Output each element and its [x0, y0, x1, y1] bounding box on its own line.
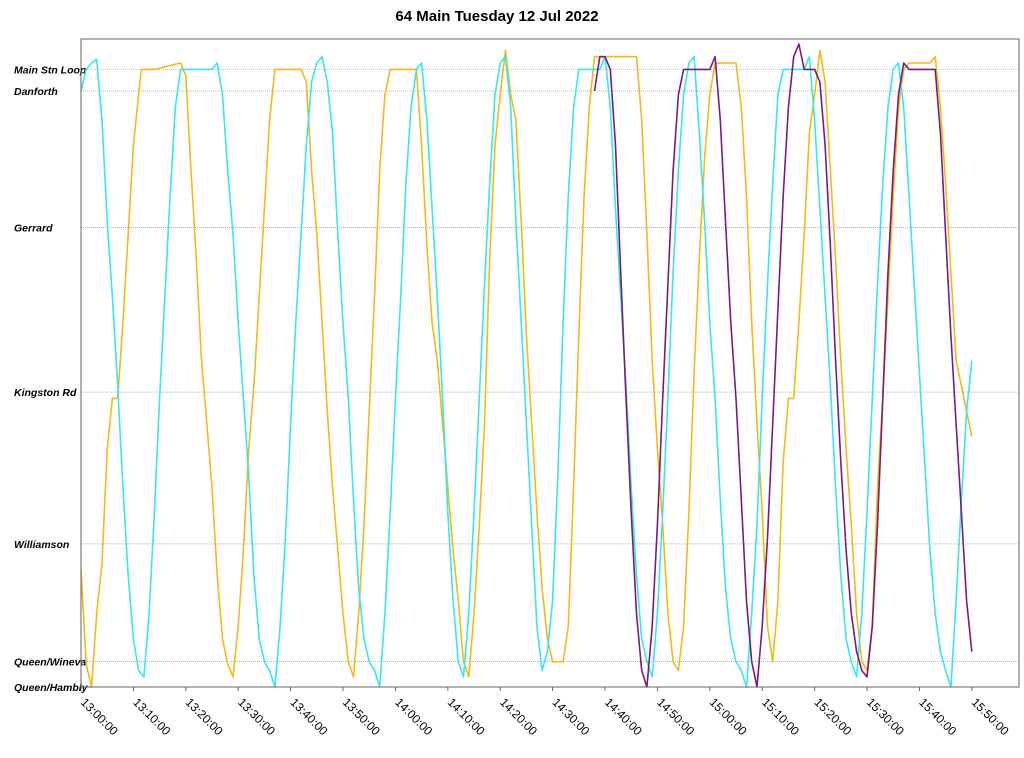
stop-label: Danforth	[14, 86, 58, 98]
x-tick-label: 14:20:00	[497, 695, 540, 738]
x-tick-label: 14:00:00	[392, 695, 435, 738]
x-tick-label: 13:50:00	[340, 695, 383, 738]
x-tick-label: 14:50:00	[654, 695, 697, 738]
x-tick-label: 15:10:00	[759, 695, 802, 738]
stop-label: Queen/Wineva	[14, 657, 86, 669]
stop-label: Kingston Rd	[14, 387, 77, 399]
plot-frame	[80, 38, 1020, 688]
stop-gridlines	[81, 69, 1019, 688]
stop-labels: Main Stn Loop Danforth Gerrard Kingston Rd W…	[14, 64, 89, 694]
x-tick-label: 14:30:00	[549, 695, 592, 738]
chart-title: 64 Main Tuesday 12 Jul 2022	[395, 8, 598, 25]
x-tick-label: 14:10:00	[445, 695, 488, 738]
series-lines	[80, 43, 973, 688]
x-tick-label: 15:50:00	[969, 695, 1012, 738]
x-tick-label: 13:30:00	[235, 695, 278, 738]
x-tick-label: 15:00:00	[707, 695, 750, 738]
x-tick-label: 15:30:00	[864, 695, 907, 738]
x-tick-label: 13:40:00	[287, 695, 330, 738]
x-tick-label: 14:40:00	[602, 695, 645, 738]
x-tick-label: 15:20:00	[812, 695, 855, 738]
series-line-3	[593, 43, 973, 688]
x-tick-label: 13:10:00	[130, 695, 173, 738]
x-tick-label: 13:20:00	[183, 695, 226, 738]
stop-label: Main Stn Loop	[14, 64, 87, 76]
x-tick-label: 13:00:00	[78, 695, 121, 738]
stop-label: Williamson	[14, 539, 69, 551]
x-axis-ticks: 13:00:00 13:10:00 13:20:00 13:30:00 13:40:00…	[78, 687, 1012, 738]
x-tick-label: 15:40:00	[916, 695, 959, 738]
stop-label: Queen/Hambly	[14, 682, 89, 694]
series-line-1	[80, 49, 973, 688]
series-line-2	[80, 55, 973, 688]
stop-label: Gerrard	[14, 223, 53, 235]
